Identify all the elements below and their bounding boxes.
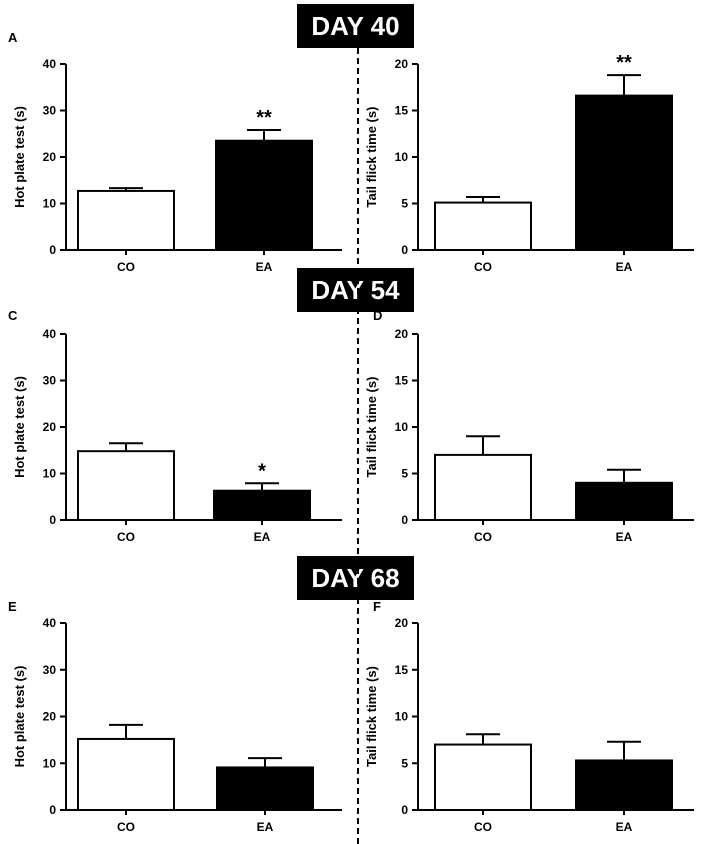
panel-label: E (8, 599, 17, 614)
y-tick-label: 30 (43, 104, 57, 118)
x-tick-label: CO (117, 530, 135, 544)
x-tick-label: CO (117, 820, 135, 834)
bar-ea (215, 139, 313, 252)
day-68-banner: DAY 68 (297, 556, 414, 600)
x-tick-label: EA (616, 530, 633, 544)
y-tick-label: 5 (401, 467, 408, 481)
y-tick-label: 40 (43, 327, 57, 341)
vertical-dashed-divider (357, 48, 359, 844)
y-tick-label: 20 (395, 616, 409, 630)
y-tick-label: 0 (49, 243, 56, 257)
panel-label: A (8, 30, 18, 45)
bar-co (434, 453, 532, 521)
significance-marker: ** (256, 107, 272, 129)
bar-ea (575, 759, 673, 812)
y-tick-label: 40 (43, 57, 57, 71)
y-tick-label: 10 (43, 756, 57, 770)
x-tick-label: EA (616, 820, 633, 834)
y-axis-label: Tail flick time (s) (364, 107, 379, 208)
bar-ea (575, 481, 673, 521)
y-tick-label: 10 (395, 420, 409, 434)
y-axis-label: Tail flick time (s) (364, 377, 379, 478)
y-tick-label: 10 (395, 710, 409, 724)
y-tick-label: 30 (43, 663, 57, 677)
x-tick-label: CO (474, 260, 492, 274)
y-axis-label: Hot plate test (s) (12, 106, 27, 208)
day-40-banner: DAY 40 (297, 4, 414, 48)
y-tick-label: 10 (395, 150, 409, 164)
y-tick-label: 15 (395, 663, 409, 677)
bar-co (434, 201, 532, 252)
significance-marker: ** (616, 52, 632, 74)
y-tick-label: 5 (401, 197, 408, 211)
panel-label: F (373, 599, 381, 614)
x-tick-label: EA (254, 530, 271, 544)
x-tick-label: CO (117, 260, 135, 274)
y-tick-label: 15 (395, 104, 409, 118)
y-tick-label: 0 (401, 513, 408, 527)
panel-label: D (373, 308, 382, 323)
panel-label: C (8, 308, 18, 323)
bar-ea (575, 94, 673, 252)
bar-co (77, 450, 175, 521)
x-tick-label: EA (257, 820, 274, 834)
y-tick-label: 15 (395, 374, 409, 388)
y-tick-label: 20 (395, 327, 409, 341)
day-54-banner: DAY 54 (297, 268, 414, 312)
x-tick-label: CO (474, 820, 492, 834)
significance-marker: * (258, 460, 266, 482)
y-tick-label: 10 (43, 197, 57, 211)
y-tick-label: 5 (401, 756, 408, 770)
bar-ea (216, 766, 314, 812)
y-tick-label: 20 (395, 57, 409, 71)
y-tick-label: 30 (43, 374, 57, 388)
bar-co (77, 737, 175, 811)
y-tick-label: 0 (49, 803, 56, 817)
y-axis-label: Hot plate test (s) (12, 376, 27, 478)
x-tick-label: EA (256, 260, 273, 274)
y-tick-label: 20 (43, 420, 57, 434)
y-axis-label: Hot plate test (s) (12, 666, 27, 768)
y-tick-label: 20 (43, 710, 57, 724)
y-tick-label: 0 (49, 513, 56, 527)
x-tick-label: CO (474, 530, 492, 544)
y-tick-label: 40 (43, 616, 57, 630)
panel-label: B (363, 30, 372, 45)
x-tick-label: EA (616, 260, 633, 274)
bar-ea (213, 489, 311, 521)
bar-co (434, 743, 532, 811)
y-tick-label: 10 (43, 467, 57, 481)
y-tick-label: 0 (401, 243, 408, 257)
y-tick-label: 0 (401, 803, 408, 817)
y-tick-label: 20 (43, 150, 57, 164)
bar-co (77, 189, 175, 252)
y-axis-label: Tail flick time (s) (364, 666, 379, 767)
